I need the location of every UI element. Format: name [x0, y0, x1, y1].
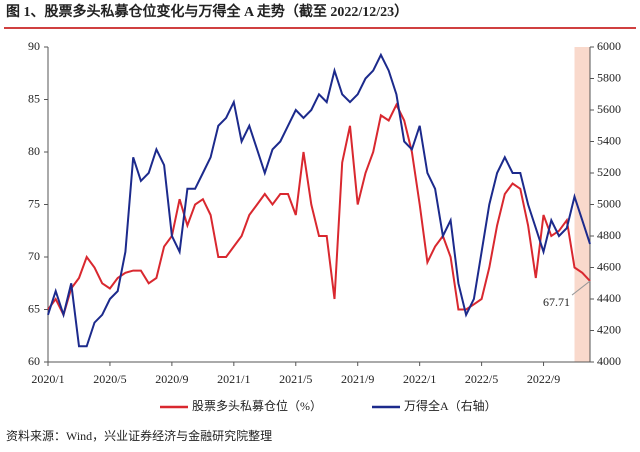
annotation-leader	[571, 280, 591, 296]
legend-label: 万得全A（右轴）	[404, 398, 497, 413]
y-tick-label: 85	[28, 91, 40, 105]
y2-tick-label: 4800	[597, 228, 621, 242]
highlight-band	[574, 47, 590, 362]
x-tick-label: 2021/5	[279, 372, 312, 386]
series-line	[47, 102, 591, 318]
y-tick-label: 60	[28, 354, 40, 368]
y2-tick-label: 5200	[597, 165, 621, 179]
y-tick-label: 65	[28, 301, 40, 315]
x-tick-label: 2022/5	[465, 372, 498, 386]
x-tick-label: 2022/9	[527, 372, 560, 386]
source-note: 资料来源：Wind，兴业证券经济与金融研究院整理	[6, 428, 272, 443]
y-tick-label: 75	[28, 196, 40, 210]
y2-tick-label: 5000	[597, 196, 621, 210]
y-tick-label: 90	[28, 39, 40, 53]
y2-tick-label: 5600	[597, 102, 621, 116]
y2-tick-label: 5800	[597, 70, 621, 84]
x-tick-label: 2021/1	[217, 372, 250, 386]
y2-tick-label: 4400	[597, 291, 621, 305]
x-tick-label: 2020/1	[31, 372, 64, 386]
x-tick-label: 2021/9	[341, 372, 374, 386]
y2-tick-label: 4000	[597, 354, 621, 368]
series-line	[47, 52, 591, 348]
annotation-label: 67.71	[543, 295, 570, 309]
y2-tick-label: 5400	[597, 133, 621, 147]
x-tick-label: 2022/1	[403, 372, 436, 386]
y-tick-label: 70	[28, 249, 40, 263]
y2-tick-label: 6000	[597, 39, 621, 53]
y2-tick-label: 4200	[597, 322, 621, 336]
y2-tick-label: 4600	[597, 259, 621, 273]
y-tick-label: 80	[28, 144, 40, 158]
x-tick-label: 2020/5	[93, 372, 126, 386]
legend-label: 股票多头私募仓位（%）	[192, 398, 322, 413]
chart-title: 图 1、股票多头私募仓位变化与万得全 A 走势（截至 2022/12/23）	[6, 3, 408, 20]
x-tick-label: 2020/9	[155, 372, 188, 386]
